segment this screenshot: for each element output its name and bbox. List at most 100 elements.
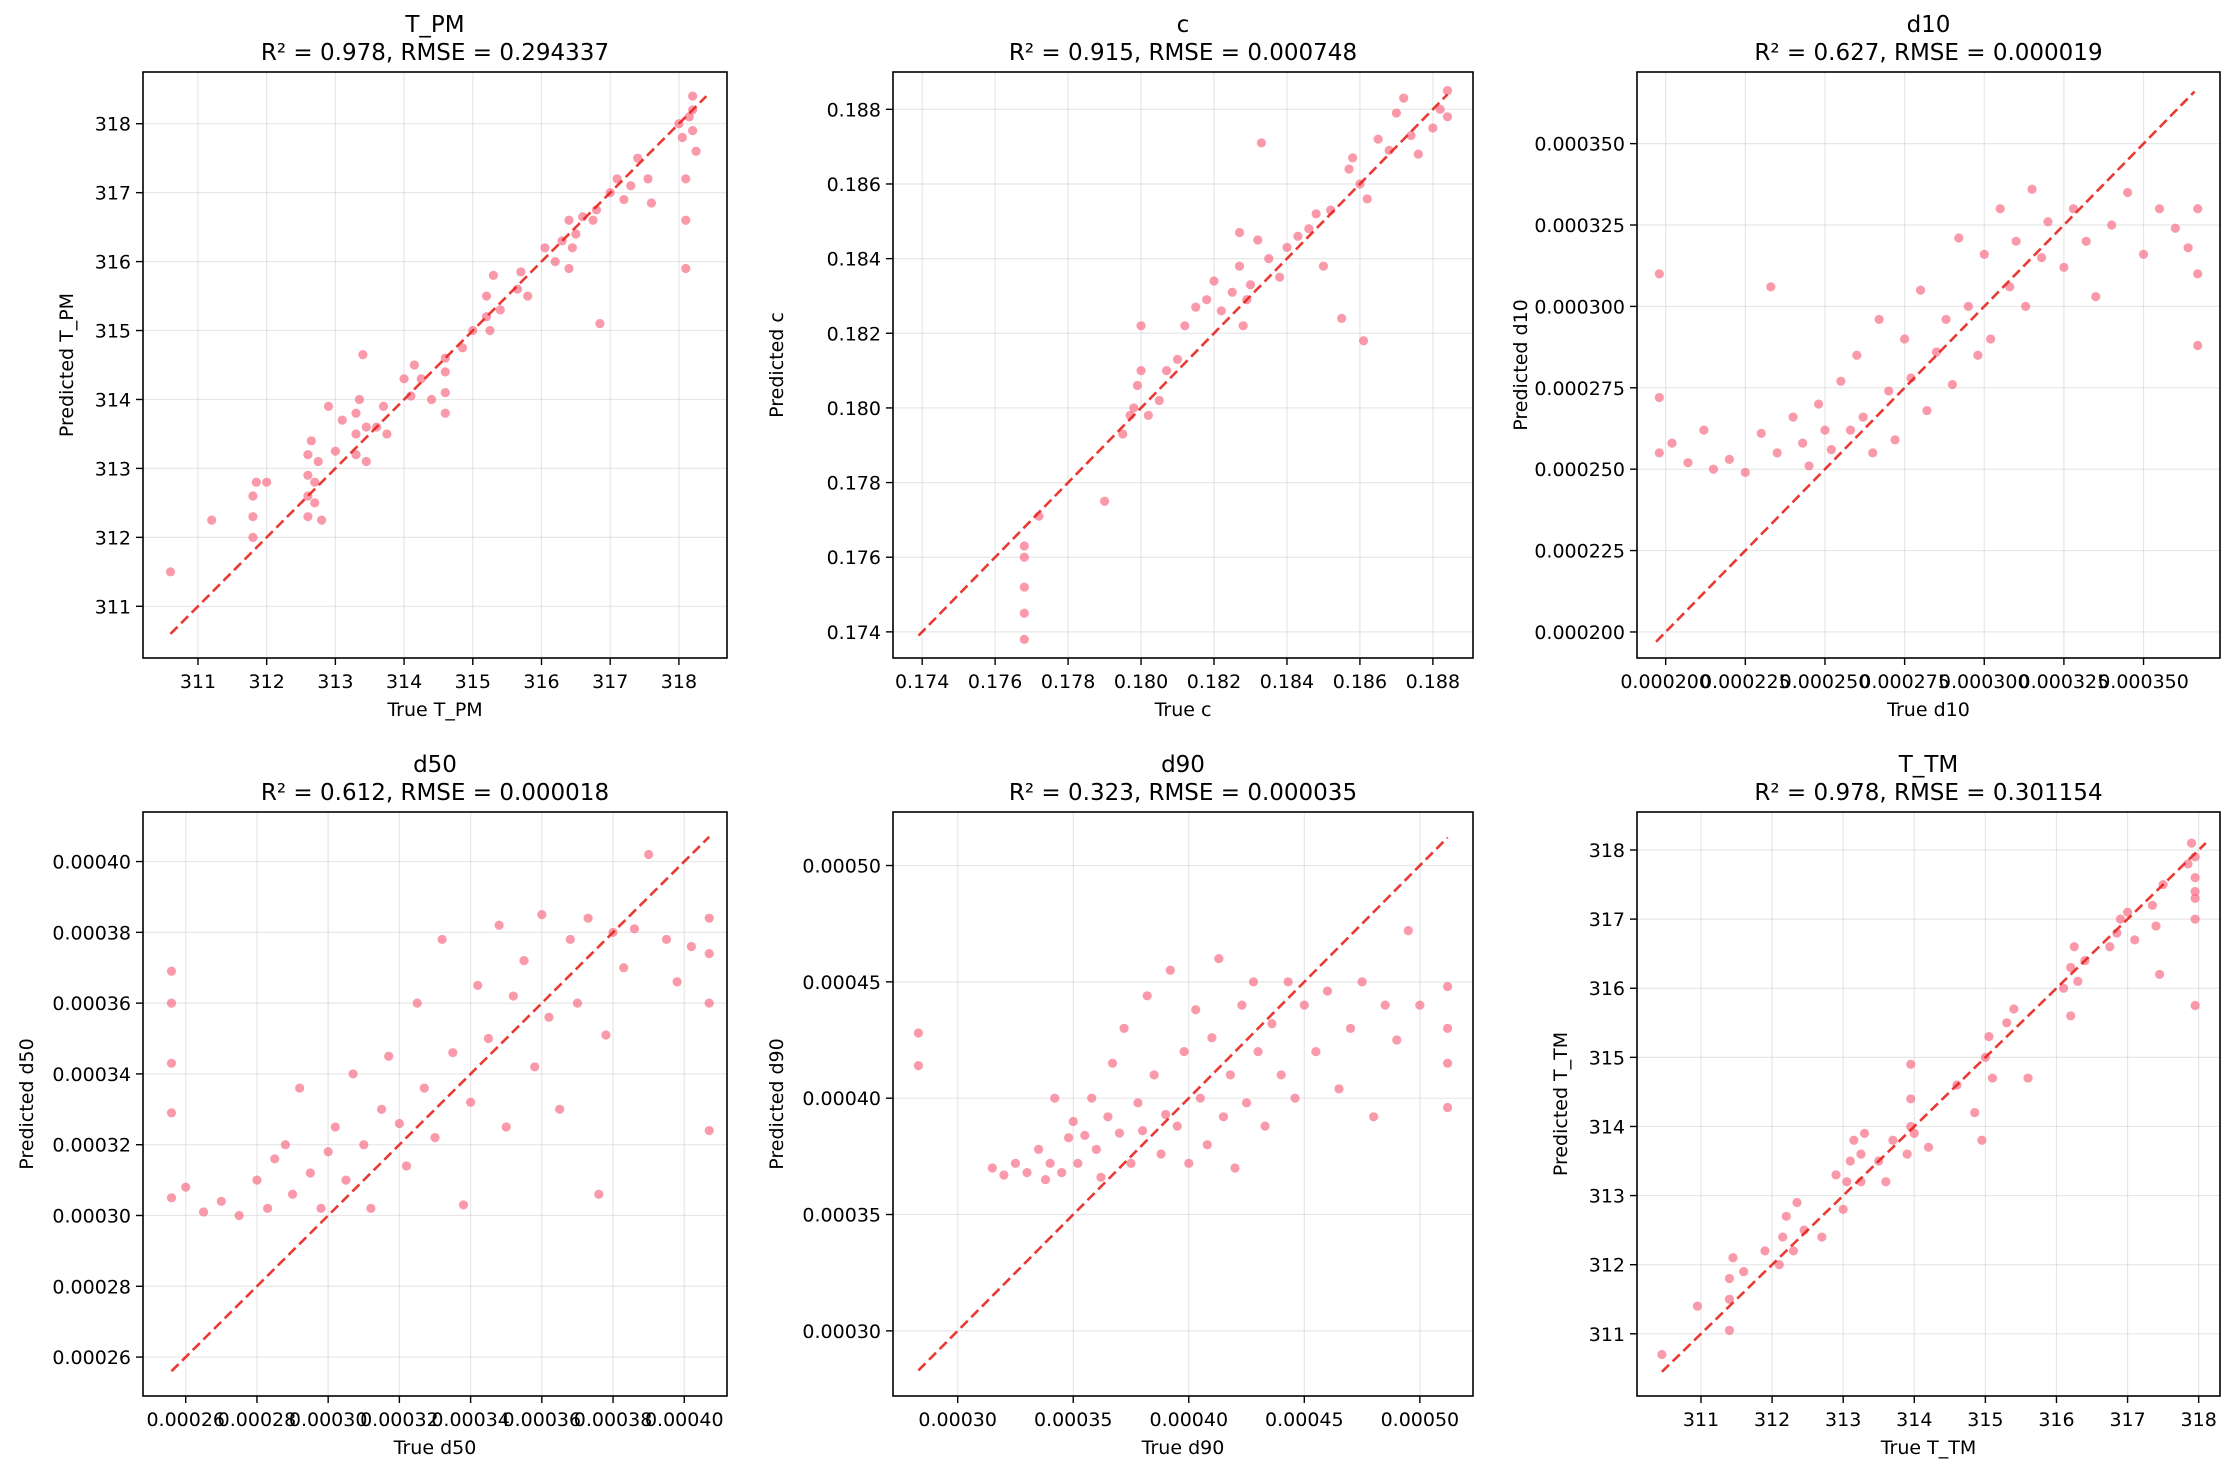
x-tick-label: 0.174 — [895, 671, 949, 693]
scatter-point — [1739, 1266, 1749, 1277]
scatter-point — [555, 1104, 565, 1114]
scatter-point — [495, 305, 505, 315]
subplot-title: T_TM — [1898, 752, 1958, 778]
x-axis-label: True T_PM — [386, 699, 482, 721]
scatter-point — [686, 941, 696, 952]
x-tick-label: 0.186 — [1333, 671, 1387, 693]
scatter-point — [508, 991, 518, 1001]
scatter-point — [1868, 448, 1878, 458]
scatter-point — [1064, 1133, 1074, 1143]
y-tick-label: 0.000200 — [1534, 622, 1625, 644]
scatter-point — [633, 153, 643, 163]
scatter-point — [440, 367, 450, 377]
scatter-point — [303, 470, 313, 480]
scatter-point — [1977, 1135, 1987, 1145]
scatter-point — [1022, 1168, 1032, 1178]
scatter-point — [1299, 1000, 1309, 1010]
y-tick-label: 0.188 — [827, 99, 881, 121]
scatter-point — [1107, 1058, 1118, 1068]
scatter-point — [2186, 838, 2197, 848]
scatter-point — [626, 181, 636, 191]
scatter-point — [1858, 412, 1868, 422]
scatter-point — [1334, 1084, 1344, 1094]
scatter-point — [1391, 108, 1401, 118]
scatter-point — [1979, 249, 1989, 259]
scatter-point — [1256, 138, 1267, 148]
y-tick-label: 312 — [1589, 1255, 1625, 1277]
scatter-point — [1290, 1093, 1300, 1103]
y-tick-label: 0.00038 — [52, 922, 131, 944]
x-tick-label: 0.00035 — [1034, 1409, 1113, 1431]
scatter-point — [473, 980, 483, 991]
scatter-point — [1838, 1204, 1848, 1214]
scatter-point — [330, 1122, 340, 1132]
y-tick-label: 0.000300 — [1534, 296, 1625, 318]
scatter-point — [361, 422, 371, 432]
subplot-title: c — [1177, 12, 1190, 38]
x-tick-label: 316 — [523, 671, 559, 693]
scatter-point — [2027, 184, 2037, 194]
x-tick-label: 0.000350 — [2098, 671, 2189, 693]
axes-frame — [892, 71, 1474, 659]
scatter-point — [1161, 1109, 1171, 1120]
y-tick-label: 0.00040 — [52, 852, 131, 874]
identity-line — [1660, 842, 2207, 1373]
scatter-point — [1225, 1070, 1235, 1080]
subplot-title: d50 — [413, 752, 457, 778]
scatter-point — [704, 1125, 714, 1136]
scatter-point — [1118, 429, 1128, 439]
identity-line — [170, 835, 711, 1373]
scatter-point — [595, 319, 605, 329]
scatter-point — [1214, 953, 1224, 964]
scatter-point — [1654, 269, 1664, 279]
scatter-point — [1337, 313, 1347, 323]
y-tick-label: 315 — [1589, 1047, 1625, 1069]
scatter-point — [430, 1133, 440, 1143]
scatter-point — [1202, 295, 1212, 305]
scatter-point — [351, 429, 361, 439]
scatter-point — [1923, 1142, 1934, 1152]
x-tick-label: 0.000225 — [1700, 671, 1791, 693]
scatter-point — [165, 567, 176, 577]
scatter-point — [251, 477, 261, 487]
scatter-point — [1941, 314, 1951, 325]
scatter-point — [1788, 412, 1798, 422]
scatter-point — [1068, 1116, 1078, 1127]
y-axis-label: Predicted d50 — [16, 1038, 38, 1169]
scatter-point — [1050, 1093, 1060, 1103]
scatter-point — [1119, 1023, 1129, 1033]
axes-frame — [1636, 811, 2221, 1397]
scatter-point — [481, 291, 492, 301]
scatter-point — [1357, 977, 1367, 987]
scatter-point — [1724, 1325, 1735, 1335]
scatter-point — [1849, 1135, 1859, 1145]
scatter-point — [1348, 153, 1358, 163]
scatter-point — [1019, 582, 1029, 592]
scatter-point — [248, 532, 258, 542]
scatter-point — [310, 477, 320, 487]
x-tick-label: 315 — [455, 671, 491, 693]
x-tick-label: 315 — [1967, 1409, 2003, 1431]
scatter-point — [1019, 634, 1029, 644]
scatter-point — [1114, 1128, 1125, 1138]
y-tick-label: 0.182 — [827, 323, 881, 345]
x-tick-label: 0.00032 — [360, 1409, 439, 1431]
axes-frame — [892, 811, 1474, 1397]
y-tick-label: 0.000250 — [1534, 459, 1625, 481]
scatter-point — [1253, 1047, 1263, 1057]
scatter-point — [1772, 448, 1782, 458]
scatter-point — [2002, 1018, 2012, 1028]
y-tick-label: 0.00035 — [802, 1205, 881, 1227]
scatter-point — [2154, 204, 2165, 214]
scatter-point — [913, 1061, 924, 1071]
scatter-point — [1033, 1144, 1044, 1154]
scatter-point — [348, 1069, 358, 1079]
scatter-point — [1906, 1059, 1916, 1069]
scatter-point — [2036, 252, 2047, 263]
scatter-point — [1238, 321, 1248, 331]
scatter-point — [1915, 285, 1926, 295]
scatter-point — [2122, 907, 2133, 917]
scatter-point — [1724, 1273, 1735, 1284]
scatter-point — [166, 1108, 177, 1118]
subplot-subtitle: R² = 0.323, RMSE = 0.000035 — [1009, 780, 1357, 806]
